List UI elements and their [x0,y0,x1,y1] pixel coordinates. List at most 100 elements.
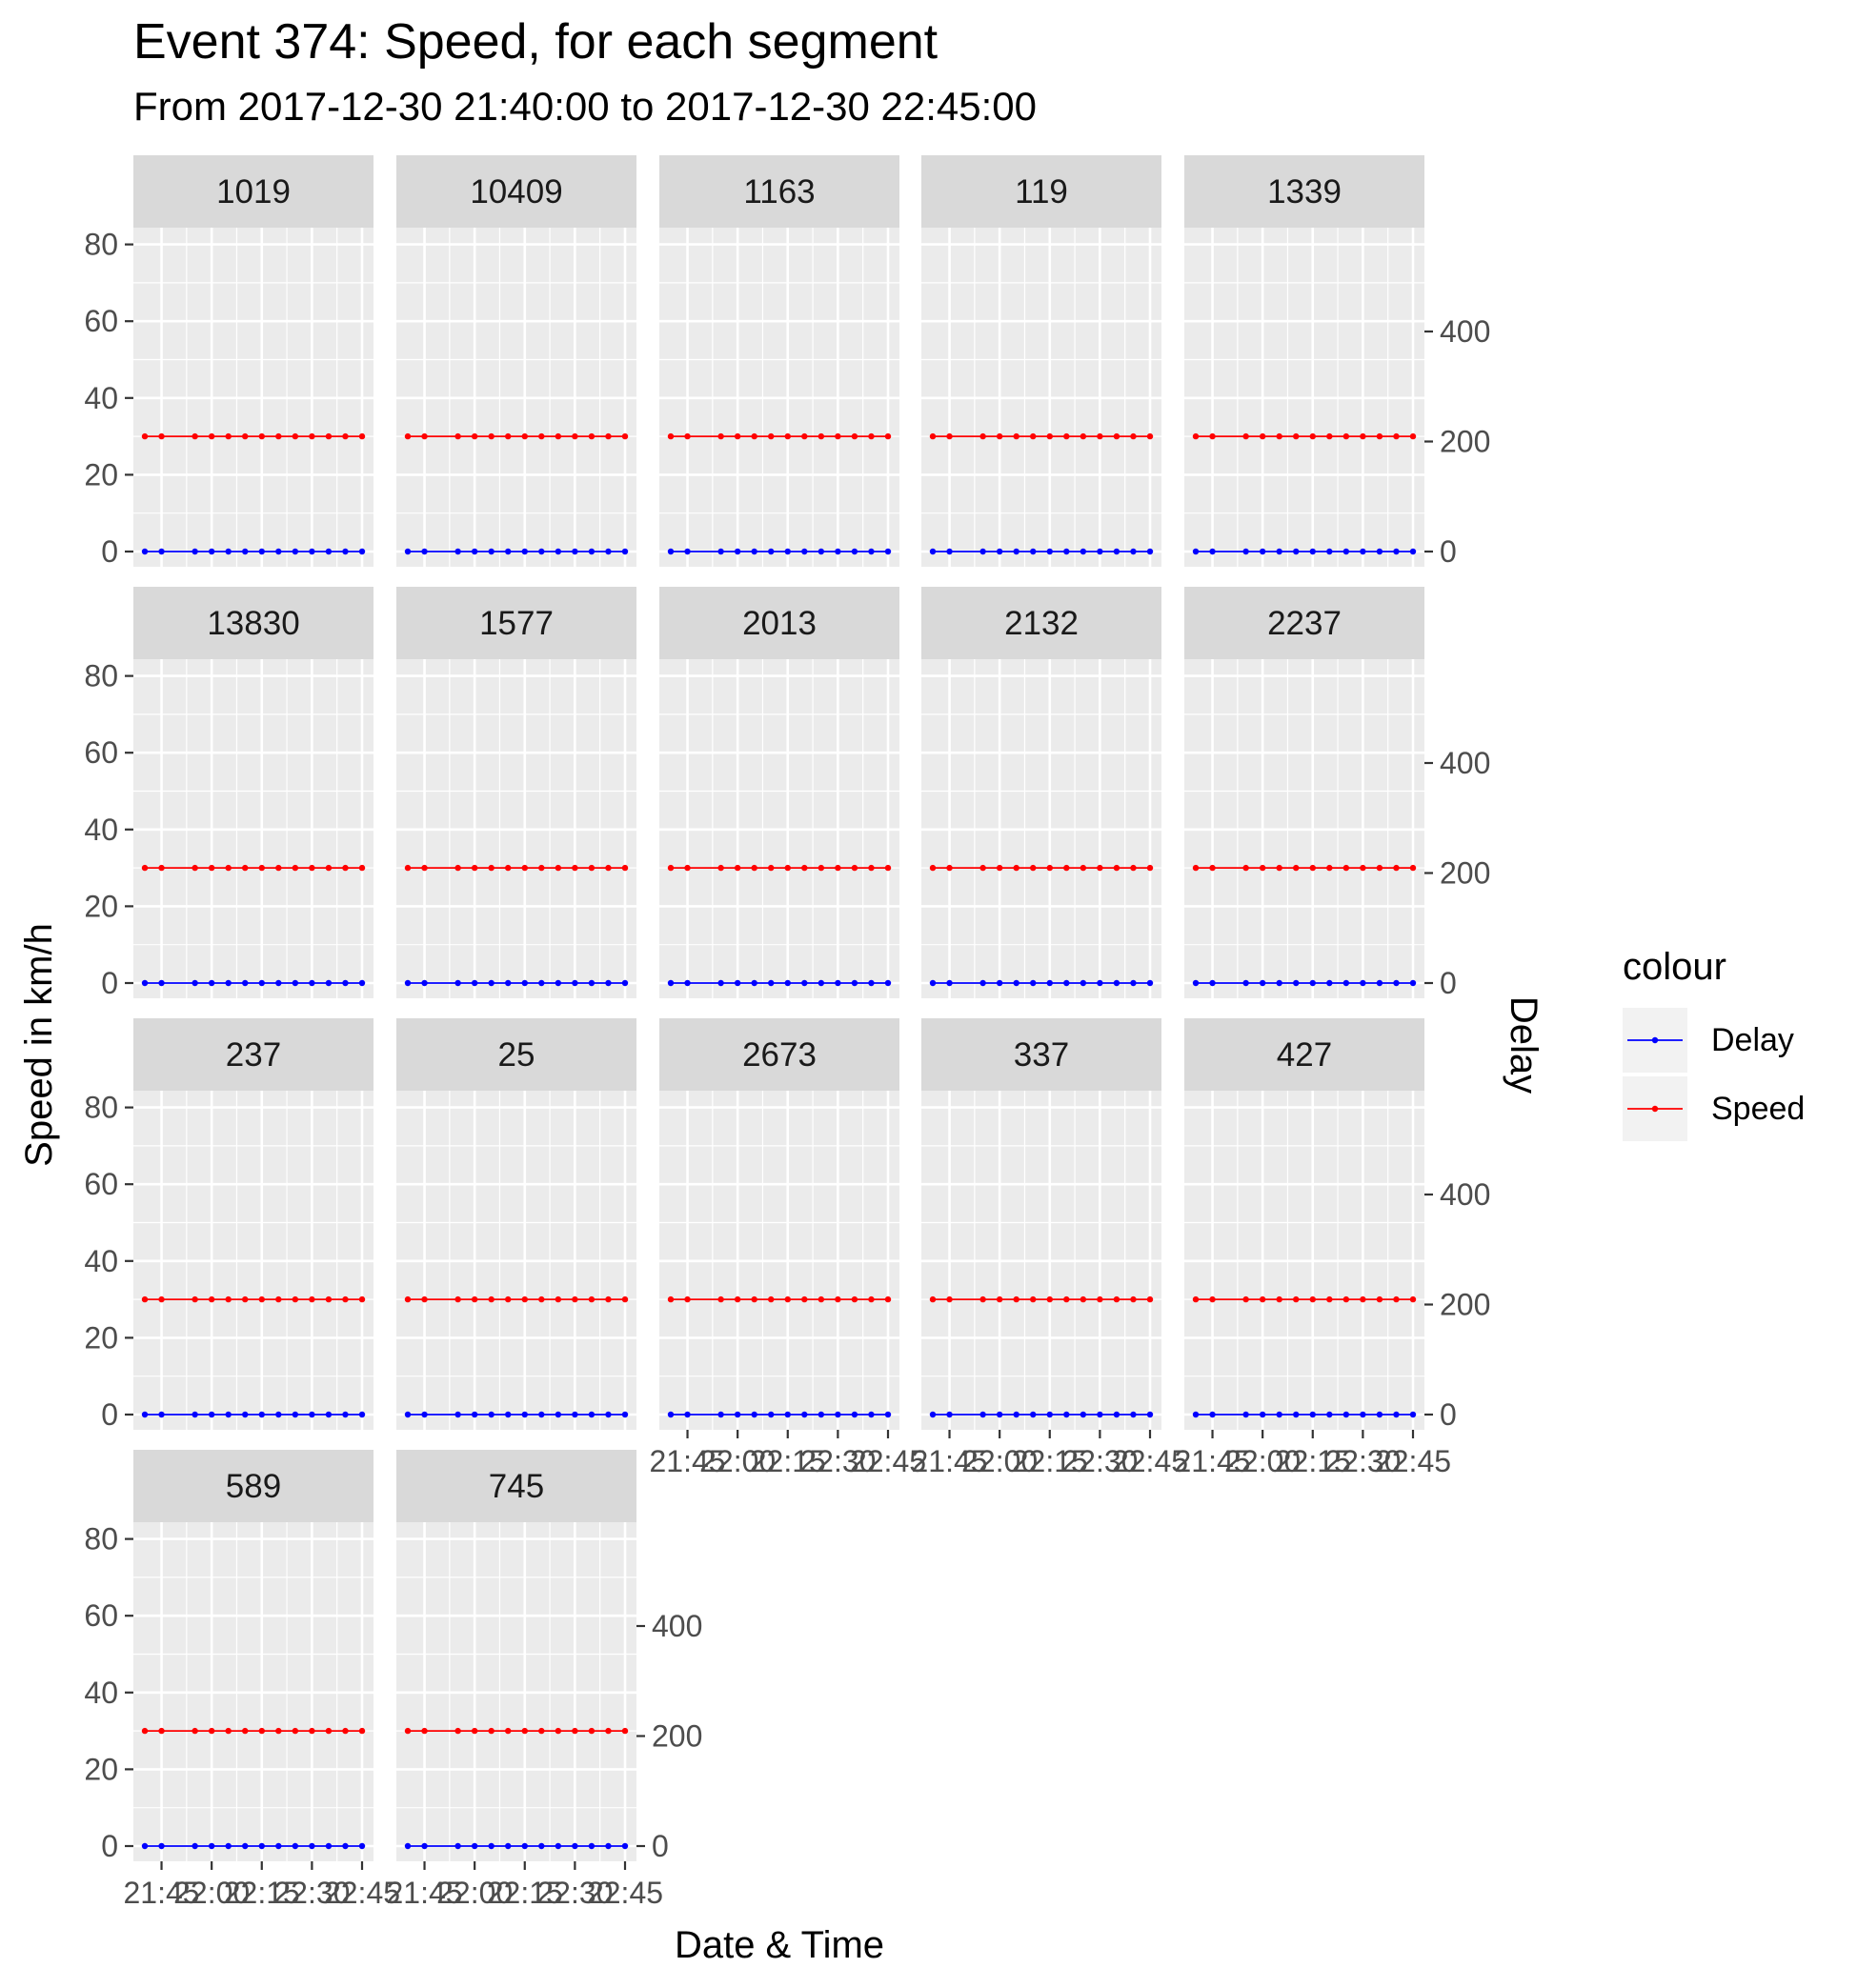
data-point-speed [1242,432,1249,440]
data-point-speed [309,1727,315,1735]
data-point-delay [358,979,366,987]
data-point-delay [1146,548,1154,555]
data-point-delay [684,979,691,987]
data-point-delay [1146,1411,1154,1418]
data-point-delay [1293,1411,1300,1418]
facet-label: 1019 [216,173,291,211]
data-point-delay [275,979,282,987]
data-point-speed [421,1727,428,1735]
data-point-delay [1046,1411,1053,1418]
data-point-delay [404,548,412,555]
data-point-delay [325,548,333,555]
data-point-delay [342,548,349,555]
x-tick-label: 22:30 [1324,1444,1401,1478]
data-point-speed [684,864,691,872]
data-point-delay [521,548,528,555]
data-point-speed [1146,432,1154,440]
data-point-speed [1326,864,1333,872]
data-point-delay [1146,979,1154,987]
data-point-delay [851,979,858,987]
data-point-speed [555,1295,562,1303]
data-point-delay [292,979,299,987]
y2-tick-label: 0 [1440,966,1457,1000]
data-point-delay [521,1411,528,1418]
data-point-delay [471,979,478,987]
facet-strip [659,155,899,228]
data-point-delay [192,1842,198,1850]
facet-label: 745 [489,1468,544,1505]
data-point-delay [621,1842,629,1850]
data-point-delay [751,979,757,987]
data-point-delay [488,979,495,987]
data-point-speed [784,432,791,440]
data-point-delay [996,1411,1003,1418]
facet-label: 427 [1277,1036,1332,1074]
data-point-delay [488,1842,495,1850]
y2-tick-label: 400 [1440,1177,1490,1212]
data-point-speed [929,432,937,440]
data-point-delay [667,548,675,555]
data-point-delay [667,1411,675,1418]
data-point-speed [342,1727,349,1735]
data-point-speed [242,1727,249,1735]
data-point-speed [1360,432,1366,440]
data-point-delay [342,1842,349,1850]
data-point-speed [929,864,937,872]
data-point-delay [946,548,953,555]
data-point-delay [258,1842,265,1850]
y-tick-label: 40 [84,813,118,847]
data-point-speed [1046,1295,1053,1303]
facet-label: 10409 [470,173,562,211]
data-point-speed [751,432,757,440]
data-point-speed [454,864,461,872]
data-point-delay [817,1411,825,1418]
data-point-speed [225,864,232,872]
data-point-speed [621,432,629,440]
data-point-delay [717,979,724,987]
data-point-delay [192,548,198,555]
x-tick-label: 22:15 [487,1876,563,1910]
y2-tick-label: 0 [652,1829,669,1863]
data-point-speed [1113,864,1120,872]
x-axis-title: Date & Time [675,1924,884,1966]
data-point-speed [454,1295,461,1303]
data-point-speed [588,1727,595,1735]
data-point-speed [292,1295,299,1303]
data-point-speed [1293,1295,1300,1303]
data-point-speed [1013,1295,1019,1303]
data-point-delay [1342,1411,1350,1418]
data-point-speed [505,1727,512,1735]
data-point-speed [488,1295,495,1303]
x-tick-label: 22:45 [587,1876,663,1910]
data-point-delay [979,1411,986,1418]
data-point-delay [454,979,461,987]
data-point-speed [996,864,1003,872]
data-point-speed [158,432,165,440]
data-point-delay [1393,1411,1400,1418]
data-point-delay [979,979,986,987]
data-point-speed [835,1295,841,1303]
data-point-speed [358,1727,366,1735]
data-point-speed [1326,432,1333,440]
data-point-delay [1130,548,1137,555]
data-point-speed [572,1727,578,1735]
data-point-speed [1080,432,1087,440]
data-point-speed [1013,864,1019,872]
data-point-speed [521,1295,528,1303]
data-point-delay [192,1411,198,1418]
data-point-delay [1209,548,1216,555]
data-point-delay [1293,548,1300,555]
x-tick-label: 21:45 [911,1444,987,1478]
y-tick-label: 20 [84,457,118,492]
data-point-delay [621,548,629,555]
data-point-delay [258,979,265,987]
data-point-delay [208,1411,215,1418]
data-point-delay [242,979,249,987]
data-point-speed [684,432,691,440]
data-point-speed [734,864,741,872]
data-point-speed [851,864,858,872]
data-point-delay [684,548,691,555]
data-point-speed [192,432,198,440]
data-point-delay [292,1411,299,1418]
data-point-delay [1326,979,1333,987]
